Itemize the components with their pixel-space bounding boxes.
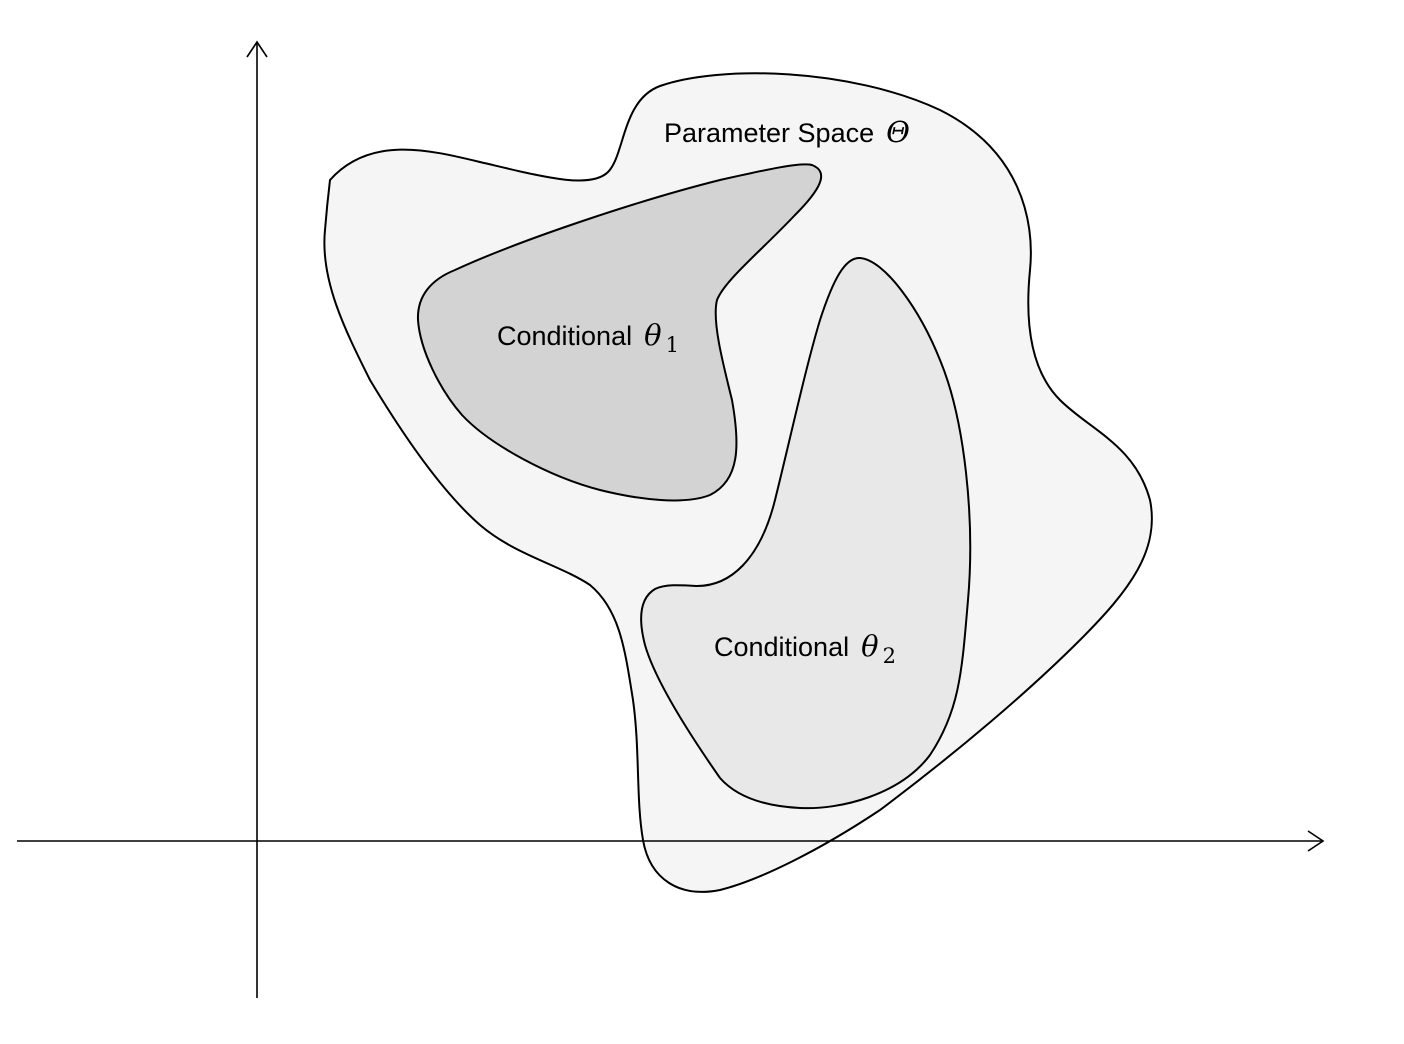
conditional-theta1-label: Conditional θ 1: [497, 318, 679, 357]
y-axis-arrowhead: [246, 40, 268, 58]
parameter-space-label: Parameter Space Θ: [664, 115, 910, 149]
conditional-theta2-label: Conditional θ 2: [714, 629, 896, 668]
conditional-theta2-region: [640, 256, 972, 810]
conditional-theta1-region: [416, 163, 823, 502]
x-axis-arrowhead: [1307, 830, 1325, 852]
